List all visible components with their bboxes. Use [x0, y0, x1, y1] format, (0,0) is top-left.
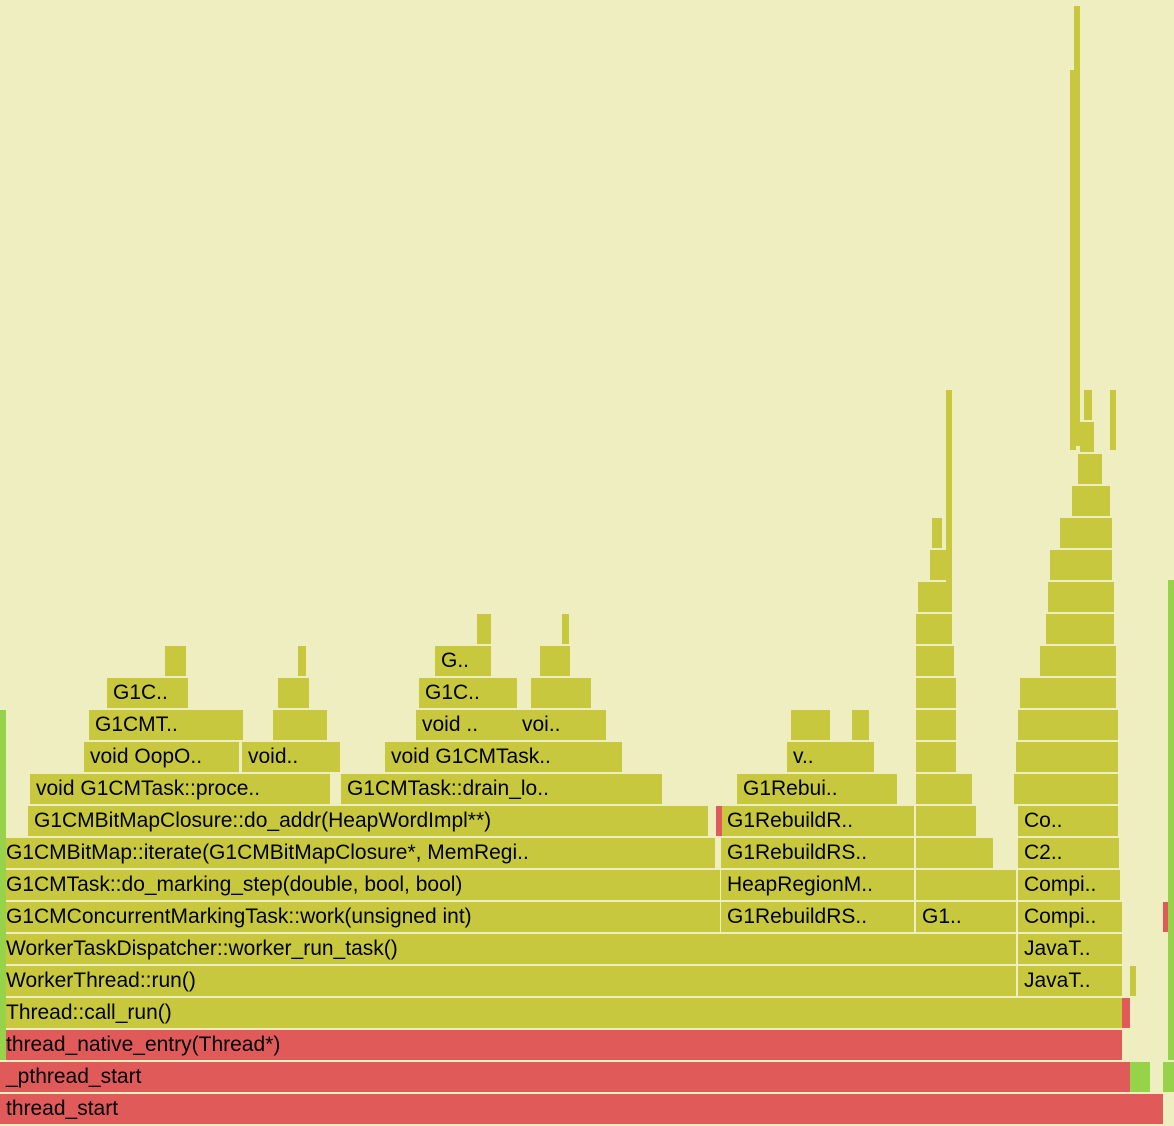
frame-rebuild-r[interactable]: G1RebuildR.. [721, 806, 914, 836]
frame-concurrent-marking-work[interactable]: G1CMConcurrentMarkingTask::work(unsigned… [0, 902, 720, 932]
frame-java-11[interactable] [1078, 454, 1102, 484]
frame-java-2[interactable] [1016, 742, 1118, 772]
frame-compile-2[interactable]: Compi.. [1018, 870, 1120, 900]
frame-spike-1[interactable] [916, 710, 956, 740]
frame-right-6[interactable] [1168, 580, 1174, 1060]
frame-java-4[interactable] [1020, 678, 1116, 708]
frame-do-marking-step[interactable]: G1CMTask::do_marking_step(double, bool, … [0, 870, 720, 900]
frame-java-9[interactable] [1060, 518, 1112, 548]
frame-compile-1[interactable]: Compi.. [1018, 902, 1122, 932]
frame-void-g1cmtask[interactable]: void G1CMTask.. [385, 742, 622, 772]
frame-spike-7[interactable] [932, 518, 942, 548]
frame-java-6[interactable] [1046, 614, 1114, 644]
frame-worker-run-task[interactable]: WorkerTaskDispatcher::worker_run_task() [0, 934, 1016, 964]
frame-v-short[interactable]: v.. [787, 742, 874, 772]
frame-g-tip[interactable] [477, 614, 491, 644]
frame-rebuild-side[interactable] [916, 838, 993, 868]
frame-mid-red[interactable] [716, 806, 722, 836]
frame-right-2[interactable] [1122, 998, 1130, 1028]
frame-spike-4[interactable] [916, 614, 952, 644]
frame-process-grey[interactable]: void G1CMTask::proce.. [30, 774, 330, 804]
frame-java-16[interactable] [1110, 390, 1116, 450]
frame-java-thread-1[interactable]: JavaT.. [1018, 966, 1122, 996]
frame-rebuild-side-4[interactable] [916, 742, 956, 772]
frame-voi-mid[interactable]: voi.. [516, 710, 606, 740]
frame-java-10[interactable] [1072, 486, 1110, 516]
frame-spike-6[interactable] [930, 550, 946, 580]
frame-left-tip-2[interactable] [298, 646, 306, 676]
frame-void-mid[interactable]: void .. [416, 710, 516, 740]
frame-void-small[interactable]: void.. [242, 742, 340, 772]
frame-worker-thread-run[interactable]: WorkerThread::run() [0, 966, 1016, 996]
frame-v-tip[interactable] [791, 710, 830, 740]
frame-rebuild-rs-task[interactable]: G1RebuildRS.. [721, 902, 914, 932]
frame-mid-tip-2[interactable] [562, 614, 569, 644]
frame-g1c-left[interactable]: G1C.. [107, 678, 188, 708]
frame-right-3[interactable] [1130, 1062, 1150, 1092]
frame-left-tip[interactable] [165, 646, 186, 676]
frame-left-edge[interactable] [0, 710, 6, 1060]
frame-c2[interactable]: C2.. [1018, 838, 1119, 868]
frame-v-tip-2[interactable] [852, 710, 869, 740]
frame-java-3[interactable] [1018, 710, 1118, 740]
frame-g-top[interactable]: G.. [435, 646, 491, 676]
frame-g1c-mid[interactable]: G1C.. [419, 678, 517, 708]
frame-mid-tip[interactable] [540, 646, 570, 676]
frame-java-8[interactable] [1050, 550, 1112, 580]
frame-java-7[interactable] [1048, 582, 1114, 612]
frame-right-4[interactable] [1163, 1062, 1174, 1092]
frame-heap-region-side[interactable] [916, 870, 1016, 900]
frame-thread-native-entry[interactable]: thread_native_entry(Thread*) [0, 1030, 1122, 1060]
frame-java-12[interactable] [1080, 422, 1094, 452]
frame-oop-iterate[interactable]: void OopO.. [84, 742, 239, 772]
frame-rebuild-side-3[interactable] [916, 774, 972, 804]
frame-do-addr[interactable]: G1CMBitMapClosure::do_addr(HeapWordImpl*… [28, 806, 708, 836]
frame-java-14[interactable] [1070, 70, 1076, 450]
frame-left-peak[interactable] [278, 678, 309, 708]
frame-rebuild-rs-closure[interactable]: G1RebuildRS.. [721, 838, 914, 868]
frame-right-5[interactable] [1163, 902, 1169, 932]
frame-java-15[interactable] [1074, 6, 1080, 446]
frame-call-run[interactable]: Thread::call_run() [0, 998, 1122, 1028]
frame-rebui[interactable]: G1Rebui.. [737, 774, 897, 804]
frame-java-13[interactable] [1084, 390, 1092, 420]
frame-java-thread-2[interactable]: JavaT.. [1018, 934, 1122, 964]
frame-mid-peak[interactable] [531, 678, 591, 708]
frame-g1cmt[interactable]: G1CMT.. [89, 710, 243, 740]
frame-co[interactable]: Co.. [1018, 806, 1118, 836]
frame-spike-3[interactable] [916, 646, 954, 676]
frame-java-1[interactable] [1014, 774, 1118, 804]
frame-void-thin[interactable] [273, 710, 327, 740]
frame-java-5[interactable] [1040, 646, 1116, 676]
frame-spike-8[interactable] [946, 390, 952, 612]
frame-spike-5[interactable] [918, 582, 948, 612]
frame-spike-2[interactable] [916, 678, 956, 708]
frame-heap-region-manager[interactable]: HeapRegionM.. [721, 870, 914, 900]
frame-thread-start[interactable]: thread_start [0, 1094, 1163, 1124]
frame-g1-short[interactable]: G1.. [916, 902, 1016, 932]
frame-rebuild-side-2[interactable] [916, 806, 976, 836]
frame-pthread-start[interactable]: _pthread_start [0, 1062, 1130, 1092]
frame-drain-local[interactable]: G1CMTask::drain_lo.. [341, 774, 662, 804]
frame-bitmap-iterate[interactable]: G1CMBitMap::iterate(G1CMBitMapClosure*, … [0, 838, 715, 868]
frame-right-1[interactable] [1130, 966, 1136, 996]
